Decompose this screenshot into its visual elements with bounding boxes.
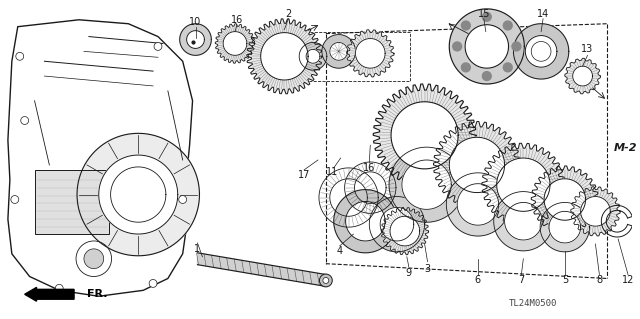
- Polygon shape: [544, 179, 586, 220]
- Polygon shape: [99, 155, 178, 234]
- Text: TL24M0500: TL24M0500: [509, 299, 557, 308]
- Circle shape: [446, 173, 509, 236]
- Circle shape: [16, 52, 24, 60]
- Circle shape: [531, 41, 551, 61]
- Circle shape: [402, 160, 451, 209]
- Text: 4: 4: [337, 246, 343, 256]
- Circle shape: [525, 36, 557, 67]
- Text: 17: 17: [298, 170, 310, 180]
- Circle shape: [333, 189, 397, 253]
- Circle shape: [179, 196, 187, 204]
- Circle shape: [540, 203, 589, 252]
- Circle shape: [20, 116, 29, 124]
- Text: FR.: FR.: [87, 289, 108, 299]
- Circle shape: [322, 34, 355, 68]
- Bar: [35, 170, 109, 234]
- Circle shape: [449, 9, 524, 84]
- Text: M-2: M-2: [614, 143, 637, 153]
- Circle shape: [84, 249, 104, 269]
- Circle shape: [180, 24, 211, 55]
- Circle shape: [483, 72, 492, 80]
- Polygon shape: [77, 133, 200, 256]
- Text: 16: 16: [363, 163, 376, 173]
- Circle shape: [461, 21, 470, 30]
- Polygon shape: [215, 24, 255, 63]
- Circle shape: [503, 21, 512, 30]
- Polygon shape: [260, 33, 308, 80]
- Polygon shape: [573, 66, 593, 86]
- Text: 14: 14: [537, 9, 549, 19]
- Polygon shape: [8, 20, 193, 296]
- Polygon shape: [565, 58, 600, 94]
- Polygon shape: [223, 32, 247, 55]
- Text: 13: 13: [581, 44, 594, 55]
- Circle shape: [389, 147, 464, 222]
- Text: 11: 11: [326, 167, 338, 177]
- Polygon shape: [531, 166, 598, 233]
- FancyArrow shape: [25, 287, 74, 301]
- Polygon shape: [482, 143, 565, 226]
- Circle shape: [461, 63, 470, 72]
- Text: 16: 16: [231, 15, 243, 25]
- Text: 1: 1: [195, 244, 200, 254]
- Circle shape: [549, 211, 580, 243]
- Polygon shape: [347, 30, 394, 77]
- Text: 15: 15: [477, 9, 490, 19]
- Polygon shape: [373, 84, 476, 187]
- Circle shape: [483, 12, 492, 21]
- Polygon shape: [355, 39, 385, 68]
- Polygon shape: [580, 197, 610, 226]
- Polygon shape: [381, 207, 429, 255]
- Text: 9: 9: [406, 268, 412, 278]
- Circle shape: [149, 279, 157, 287]
- Text: 7: 7: [518, 276, 525, 286]
- Polygon shape: [247, 19, 322, 94]
- Polygon shape: [449, 137, 504, 193]
- Circle shape: [369, 197, 424, 252]
- Polygon shape: [198, 253, 326, 286]
- Circle shape: [187, 31, 204, 48]
- Circle shape: [330, 42, 348, 60]
- Text: 10: 10: [189, 17, 202, 27]
- Text: 6: 6: [475, 276, 481, 286]
- Circle shape: [11, 196, 19, 204]
- Text: 3: 3: [424, 263, 431, 274]
- Text: 5: 5: [562, 276, 568, 286]
- Circle shape: [380, 207, 413, 241]
- Text: 8: 8: [596, 276, 602, 286]
- Polygon shape: [571, 187, 620, 236]
- Circle shape: [76, 241, 111, 277]
- Circle shape: [513, 24, 569, 79]
- Text: 2: 2: [285, 9, 291, 19]
- Circle shape: [299, 42, 327, 70]
- Polygon shape: [497, 158, 550, 211]
- Circle shape: [323, 278, 329, 283]
- Polygon shape: [433, 122, 520, 208]
- Polygon shape: [391, 102, 458, 169]
- Circle shape: [493, 192, 553, 251]
- Circle shape: [452, 42, 461, 51]
- Circle shape: [503, 63, 512, 72]
- Circle shape: [306, 49, 320, 63]
- Circle shape: [457, 184, 499, 225]
- Circle shape: [504, 203, 542, 240]
- Circle shape: [512, 42, 521, 51]
- Polygon shape: [390, 216, 420, 246]
- Bar: [301, 32, 410, 81]
- Circle shape: [465, 25, 509, 68]
- Circle shape: [346, 202, 385, 241]
- Circle shape: [319, 274, 332, 287]
- Circle shape: [154, 42, 162, 50]
- Circle shape: [55, 285, 63, 292]
- Text: 12: 12: [622, 276, 634, 286]
